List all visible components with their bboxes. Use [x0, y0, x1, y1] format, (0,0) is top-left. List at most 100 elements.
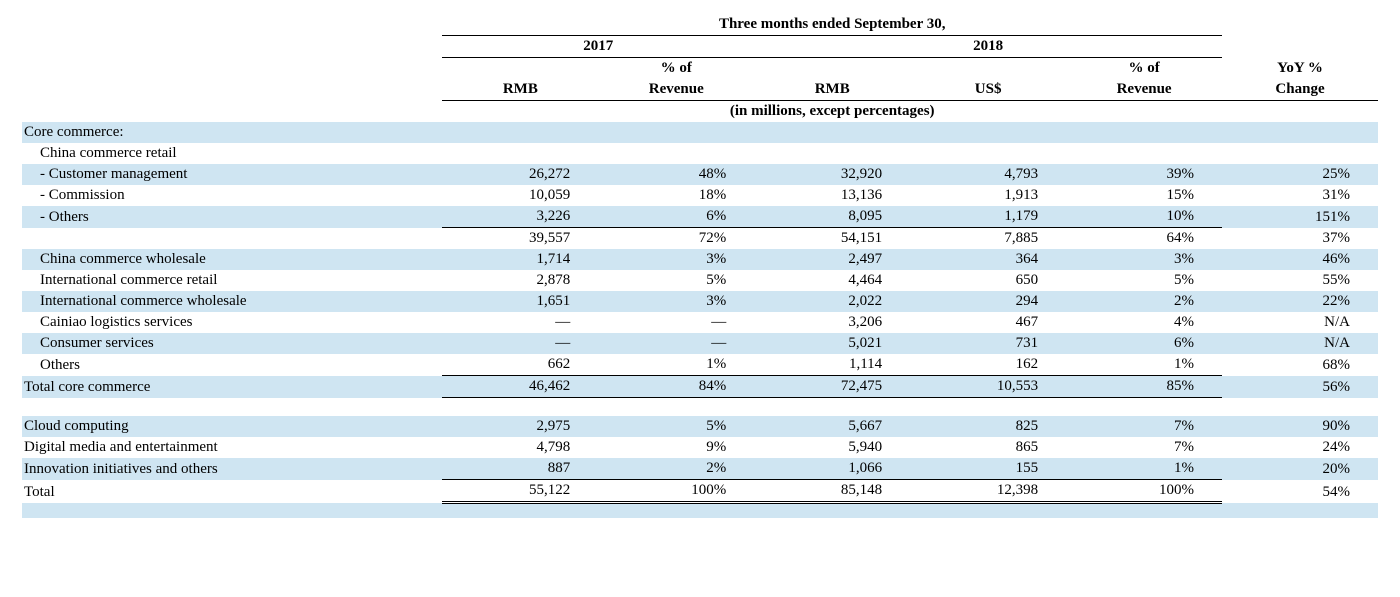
label-others-core: Others	[22, 354, 442, 376]
header-note-row: (in millions, except percentages)	[22, 101, 1378, 123]
cell: 72%	[598, 228, 754, 250]
row-cloud: Cloud computing 2,975 5% 5,667 825 7% 90…	[22, 416, 1378, 437]
cell: 1,179	[910, 206, 1066, 228]
cell: 364	[910, 249, 1066, 270]
row-total: Total 55,122 100% 85,148 12,398 100% 54%	[22, 480, 1378, 503]
cell: 46,462	[442, 376, 598, 398]
cell: 54%	[1222, 480, 1378, 503]
row-others-core: Others 662 1% 1,114 162 1% 68%	[22, 354, 1378, 376]
cell: —	[442, 312, 598, 333]
cell: 2%	[598, 458, 754, 480]
cell: 4%	[1066, 312, 1222, 333]
cell: 13,136	[754, 185, 910, 206]
cell: 24%	[1222, 437, 1378, 458]
pct-rev-2018-l1: % of	[1066, 58, 1222, 80]
cell: —	[598, 333, 754, 354]
row-others-retail: - Others 3,226 6% 8,095 1,179 10% 151%	[22, 206, 1378, 228]
cell: 1%	[1066, 458, 1222, 480]
pct-rev-2017-l2: Revenue	[598, 79, 754, 101]
label-others-retail: - Others	[22, 206, 442, 228]
cell: 650	[910, 270, 1066, 291]
label-dme: Digital media and entertainment	[22, 437, 442, 458]
usd-2018-header: US$	[910, 79, 1066, 101]
cell: 887	[442, 458, 598, 480]
cell: —	[442, 333, 598, 354]
cell: 15%	[1066, 185, 1222, 206]
cell: 151%	[1222, 206, 1378, 228]
trailing-shade-row	[22, 503, 1378, 519]
cell: 3,206	[754, 312, 910, 333]
cell: 31%	[1222, 185, 1378, 206]
period-header: Three months ended September 30,	[442, 14, 1222, 36]
cell: 731	[910, 333, 1066, 354]
row-china-retail-header: China commerce retail	[22, 143, 1378, 164]
cell: 8,095	[754, 206, 910, 228]
label-china-wholesale: China commerce wholesale	[22, 249, 442, 270]
cell: 5%	[1066, 270, 1222, 291]
row-cainiao: Cainiao logistics services — — 3,206 467…	[22, 312, 1378, 333]
cell: 2%	[1066, 291, 1222, 312]
cell: 662	[442, 354, 598, 376]
cell: 294	[910, 291, 1066, 312]
cell: 18%	[598, 185, 754, 206]
row-intl-wholesale: International commerce wholesale 1,651 3…	[22, 291, 1378, 312]
cell: 25%	[1222, 164, 1378, 185]
row-total-core: Total core commerce 46,462 84% 72,475 10…	[22, 376, 1378, 398]
label-core-commerce: Core commerce:	[22, 122, 442, 143]
cell: 865	[910, 437, 1066, 458]
label-cloud: Cloud computing	[22, 416, 442, 437]
cell: 22%	[1222, 291, 1378, 312]
label-china-retail: China commerce retail	[22, 143, 442, 164]
row-retail-subtotal: 39,557 72% 54,151 7,885 64% 37%	[22, 228, 1378, 250]
row-china-wholesale: China commerce wholesale 1,714 3% 2,497 …	[22, 249, 1378, 270]
cell: 64%	[1066, 228, 1222, 250]
cell: 825	[910, 416, 1066, 437]
row-innov: Innovation initiatives and others 887 2%…	[22, 458, 1378, 480]
cell: 1,066	[754, 458, 910, 480]
cell: 39%	[1066, 164, 1222, 185]
cell: N/A	[1222, 312, 1378, 333]
cell: 3%	[1066, 249, 1222, 270]
cell: N/A	[1222, 333, 1378, 354]
cell: 85%	[1066, 376, 1222, 398]
spacer-row	[22, 398, 1378, 417]
cell: 55%	[1222, 270, 1378, 291]
cell: 48%	[598, 164, 754, 185]
cell: 56%	[1222, 376, 1378, 398]
cell: 5,940	[754, 437, 910, 458]
cell: 5%	[598, 416, 754, 437]
header-row-3b: RMB Revenue RMB US$ Revenue Change	[22, 79, 1378, 101]
cell: 55,122	[442, 480, 598, 503]
label-cainiao: Cainiao logistics services	[22, 312, 442, 333]
cell: 10,553	[910, 376, 1066, 398]
label-cust-mgmt: - Customer management	[22, 164, 442, 185]
cell: 1,913	[910, 185, 1066, 206]
label-total-core: Total core commerce	[22, 376, 442, 398]
label-intl-retail: International commerce retail	[22, 270, 442, 291]
yoy-l2: Change	[1222, 79, 1378, 101]
cell: 7%	[1066, 416, 1222, 437]
revenue-table: Three months ended September 30, 2017 20…	[22, 14, 1378, 518]
cell: 1,714	[442, 249, 598, 270]
cell: 100%	[598, 480, 754, 503]
yoy-l1: YoY %	[1222, 58, 1378, 80]
cell: 90%	[1222, 416, 1378, 437]
cell: 1%	[1066, 354, 1222, 376]
year-2018-header: 2018	[754, 36, 1222, 58]
row-consumer: Consumer services — — 5,021 731 6% N/A	[22, 333, 1378, 354]
pct-rev-2018-l2: Revenue	[1066, 79, 1222, 101]
cell: 46%	[1222, 249, 1378, 270]
cell: 26,272	[442, 164, 598, 185]
cell: 39,557	[442, 228, 598, 250]
cell: 2,975	[442, 416, 598, 437]
year-2017-header: 2017	[442, 36, 754, 58]
cell: 467	[910, 312, 1066, 333]
label-intl-wholesale: International commerce wholesale	[22, 291, 442, 312]
row-intl-retail: International commerce retail 2,878 5% 4…	[22, 270, 1378, 291]
cell: 6%	[1066, 333, 1222, 354]
rmb-2018-header: RMB	[754, 79, 910, 101]
cell: 4,464	[754, 270, 910, 291]
cell: 85,148	[754, 480, 910, 503]
cell: 32,920	[754, 164, 910, 185]
cell: 20%	[1222, 458, 1378, 480]
